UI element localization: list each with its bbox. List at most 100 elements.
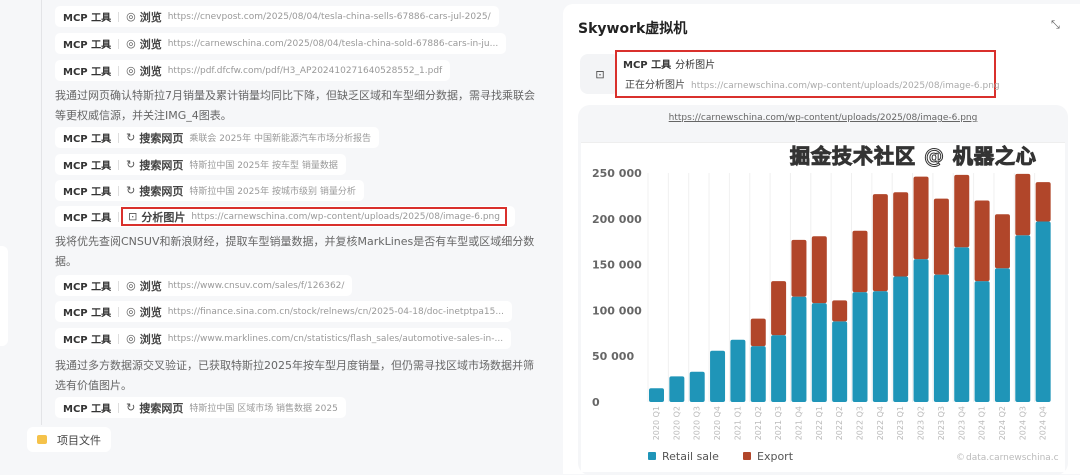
bar-export	[791, 239, 807, 297]
tool-detail: 特斯拉中国 2025年 按车型 销量数据	[189, 161, 338, 171]
tool-call-row[interactable]: MCP 工具 ◎ 浏览 https://cnevpost.com/2025/08/04…	[55, 6, 499, 27]
divider	[118, 159, 120, 170]
tool-label: MCP 工具	[63, 13, 112, 24]
bar-retail-sale	[852, 292, 868, 402]
tool-call-row[interactable]: MCP 工具 ⊡ 分析图片 https://carnewschina.com/wp-c…	[55, 206, 515, 227]
tool-action: 搜索网页	[139, 158, 184, 172]
source-icon: ©	[956, 453, 965, 463]
tool-detail: https://www.marklines.com/cn/statistics/…	[167, 333, 504, 344]
tool-call-row[interactable]: MCP 工具 ◎ 浏览 https://finance.sina.com.cn/sto…	[55, 301, 512, 322]
tool-label: MCP 工具	[63, 134, 112, 145]
browse-icon: ◎	[126, 279, 136, 292]
bar-export	[994, 214, 1010, 269]
terminal-icon: ⊡	[580, 54, 620, 94]
tool-action: 浏览	[139, 279, 162, 293]
stacked-bar-chart: 0 50 000 100 000 150 000 200 000 250 000 2020 …	[592, 167, 1059, 463]
bar-retail-sale	[710, 350, 726, 402]
bar-retail-sale	[893, 276, 909, 402]
tool-label: MCP 工具	[63, 404, 112, 415]
bar-retail-sale	[974, 281, 990, 402]
tool-detail: 特斯拉中国 区域市场 销售数据 2025	[189, 404, 338, 414]
tool-label: MCP 工具	[63, 40, 112, 51]
tool-call-row[interactable]: MCP 工具 ◎ 浏览 https://pdf.dfcfw.com/pdf/H3_AP…	[55, 60, 451, 81]
bar-export	[771, 281, 787, 336]
search-icon: ↻	[126, 158, 136, 171]
bar-export	[811, 236, 827, 304]
divider	[118, 11, 120, 22]
tool-status-box: MCP 工具 分析图片 正在分析图片 https://carnewschina.co…	[615, 50, 1000, 98]
tool-detail: https://carnewschina.com/2025/08/04/tesl…	[167, 38, 499, 49]
sidebar-edge	[0, 246, 8, 346]
image-url-link[interactable]: https://carnewschina.com/wp-content/uplo…	[668, 113, 978, 123]
divider	[118, 185, 120, 196]
tool-action: 搜索网页	[139, 131, 184, 145]
x-tick-label: 2021 Q3	[774, 406, 783, 440]
divider	[118, 211, 120, 222]
status-url: https://carnewschina.com/wp-content/uplo…	[691, 81, 1000, 91]
divider	[118, 38, 120, 49]
tool-call-row[interactable]: MCP 工具 ↻ 搜索网页 特斯拉中国 2025年 按车型 销量数据	[55, 154, 346, 175]
tool-action: 分析图片	[675, 60, 716, 71]
tool-label: MCP 工具	[63, 282, 112, 293]
tool-action: 浏览	[139, 332, 162, 346]
tool-detail: https://pdf.dfcfw.com/pdf/H3_AP202410271…	[167, 65, 443, 76]
x-tick-label: 2023 Q2	[917, 406, 926, 440]
legend-swatch	[743, 452, 751, 460]
tool-action: 浏览	[139, 64, 162, 78]
bar-retail-sale	[933, 274, 949, 402]
tool-call-row[interactable]: MCP 工具 ◎ 浏览 https://www.marklines.com/cn/st…	[55, 328, 512, 349]
bar-retail-sale	[791, 296, 807, 402]
tool-label: MCP 工具	[63, 335, 112, 346]
bar-retail-sale	[1015, 235, 1031, 402]
tool-label: MCP 工具	[623, 60, 672, 71]
y-tick-label: 100 000	[592, 304, 642, 317]
folder-icon	[37, 435, 47, 444]
watermark: 掘金技术社区 @ 机器之心	[790, 144, 1037, 169]
bar-export	[933, 198, 949, 275]
y-tick-label: 250 000	[592, 167, 642, 180]
tool-call-row[interactable]: MCP 工具 ◎ 浏览 https://carnewschina.com/2025/0…	[55, 33, 507, 54]
bar-retail-sale	[913, 259, 929, 402]
x-tick-label: 2020 Q3	[693, 406, 702, 440]
x-tick-label: 2021 Q1	[733, 406, 742, 440]
project-files-button[interactable]: 项目文件	[27, 427, 111, 452]
bar-export	[913, 176, 929, 260]
x-tick-label: 2023 Q3	[937, 406, 946, 440]
bar-export	[974, 200, 990, 282]
x-tick-label: 2022 Q2	[835, 406, 844, 440]
bar-export	[954, 174, 970, 248]
tool-detail: https://carnewschina.com/wp-content/uplo…	[191, 211, 500, 222]
tool-call-row[interactable]: MCP 工具 ◎ 浏览 https://www.cnsuv.com/sales/f/1…	[55, 275, 353, 296]
chat-panel: MCP 工具 ◎ 浏览 https://cnevpost.com/2025/08/04…	[0, 0, 548, 463]
bar-retail-sale	[730, 339, 746, 402]
browse-icon: ◎	[126, 64, 136, 77]
legend-label: Retail sale	[662, 450, 719, 463]
x-tick-label: 2021 Q4	[794, 406, 803, 440]
search-icon: ↻	[126, 184, 136, 197]
x-tick-label: 2020 Q2	[672, 406, 681, 440]
timeline-line	[41, 0, 42, 425]
tool-detail: https://finance.sina.com.cn/stock/relnew…	[167, 306, 504, 317]
collapse-icon[interactable]: ⤡	[1051, 18, 1060, 31]
x-tick-label: 2024 Q3	[1018, 406, 1027, 440]
tool-action: 搜索网页	[139, 184, 184, 198]
divider	[118, 132, 120, 143]
x-tick-label: 2020 Q1	[652, 406, 661, 440]
bar-export	[893, 192, 909, 277]
legend-label: Export	[757, 450, 794, 463]
bar-retail-sale	[832, 321, 848, 402]
tool-detail: 乘联会 2025年 中国新能源汽车市场分析报告	[189, 134, 371, 144]
tool-call-row[interactable]: MCP 工具 ↻ 搜索网页 特斯拉中国 2025年 按城市级别 销量分析	[55, 180, 364, 201]
tool-label: MCP 工具	[63, 67, 112, 78]
browse-icon: ◎	[126, 332, 136, 345]
divider	[118, 280, 120, 291]
tool-call-row[interactable]: MCP 工具 ↻ 搜索网页 特斯拉中国 区域市场 销售数据 2025	[55, 397, 346, 418]
tool-label: MCP 工具	[63, 308, 112, 319]
search-icon: ↻	[126, 401, 136, 414]
y-tick-label: 50 000	[592, 350, 634, 363]
tool-call-row[interactable]: MCP 工具 ↻ 搜索网页 乘联会 2025年 中国新能源汽车市场分析报告	[55, 127, 379, 148]
x-tick-label: 2022 Q4	[876, 406, 885, 440]
tool-label: MCP 工具	[63, 213, 112, 224]
search-icon: ↻	[126, 131, 136, 144]
tool-label: MCP 工具	[63, 187, 112, 198]
